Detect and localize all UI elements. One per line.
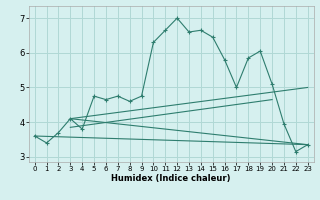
X-axis label: Humidex (Indice chaleur): Humidex (Indice chaleur) [111, 174, 231, 183]
